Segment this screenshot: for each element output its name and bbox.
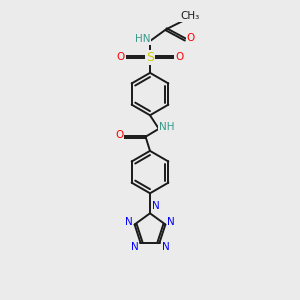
Text: N: N [131,242,139,252]
Text: O: O [115,130,123,140]
Text: CH₃: CH₃ [180,11,200,21]
Text: O: O [175,52,184,62]
Text: NH: NH [159,122,175,132]
Text: N: N [161,242,169,252]
Text: HN: HN [135,34,150,44]
Text: N: N [167,217,175,226]
Text: O: O [187,33,195,43]
Text: S: S [146,51,154,64]
Text: N: N [152,201,160,211]
Text: N: N [125,217,133,226]
Text: O: O [116,52,125,62]
